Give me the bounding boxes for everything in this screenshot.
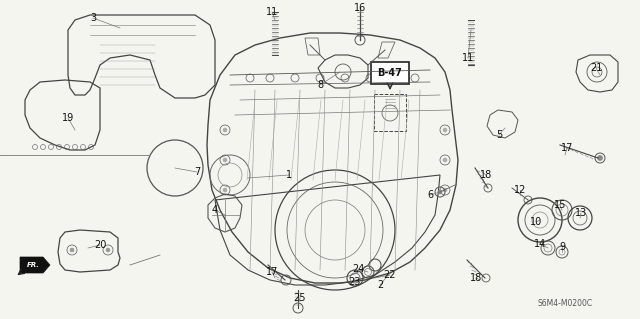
Text: 20: 20 — [94, 240, 106, 250]
Circle shape — [598, 155, 602, 160]
Circle shape — [70, 248, 74, 252]
Polygon shape — [20, 257, 50, 273]
FancyBboxPatch shape — [371, 62, 409, 84]
Text: 16: 16 — [354, 3, 366, 13]
Text: 3: 3 — [90, 13, 96, 23]
Text: 18: 18 — [470, 273, 482, 283]
Circle shape — [443, 188, 447, 192]
Text: 24: 24 — [352, 264, 364, 274]
Text: 11: 11 — [462, 53, 474, 63]
Text: 5: 5 — [496, 130, 502, 140]
Text: 8: 8 — [317, 80, 323, 90]
Text: 19: 19 — [62, 113, 74, 123]
Text: 18: 18 — [480, 170, 492, 180]
Text: 6: 6 — [427, 190, 433, 200]
Circle shape — [106, 248, 110, 252]
Text: 10: 10 — [530, 217, 542, 227]
Text: 17: 17 — [561, 143, 573, 153]
Text: 12: 12 — [514, 185, 526, 195]
Text: 13: 13 — [575, 208, 587, 218]
Circle shape — [223, 158, 227, 162]
Circle shape — [443, 128, 447, 132]
Circle shape — [223, 128, 227, 132]
Text: FR.: FR. — [27, 262, 40, 268]
Text: 21: 21 — [590, 63, 602, 73]
Text: 25: 25 — [294, 293, 307, 303]
Text: 7: 7 — [194, 167, 200, 177]
Circle shape — [438, 190, 442, 194]
Text: 2: 2 — [377, 280, 383, 290]
Circle shape — [223, 188, 227, 192]
Text: 1: 1 — [286, 170, 292, 180]
Text: 11: 11 — [266, 7, 278, 17]
Text: 4: 4 — [212, 205, 218, 215]
Circle shape — [443, 158, 447, 162]
Text: 15: 15 — [554, 200, 566, 210]
Text: S6M4-M0200C: S6M4-M0200C — [538, 300, 593, 308]
Text: 9: 9 — [559, 242, 565, 252]
Text: 23: 23 — [348, 277, 360, 287]
Text: 22: 22 — [384, 270, 396, 280]
Text: 17: 17 — [266, 267, 278, 277]
Text: B-47: B-47 — [378, 68, 403, 78]
Text: 14: 14 — [534, 239, 546, 249]
